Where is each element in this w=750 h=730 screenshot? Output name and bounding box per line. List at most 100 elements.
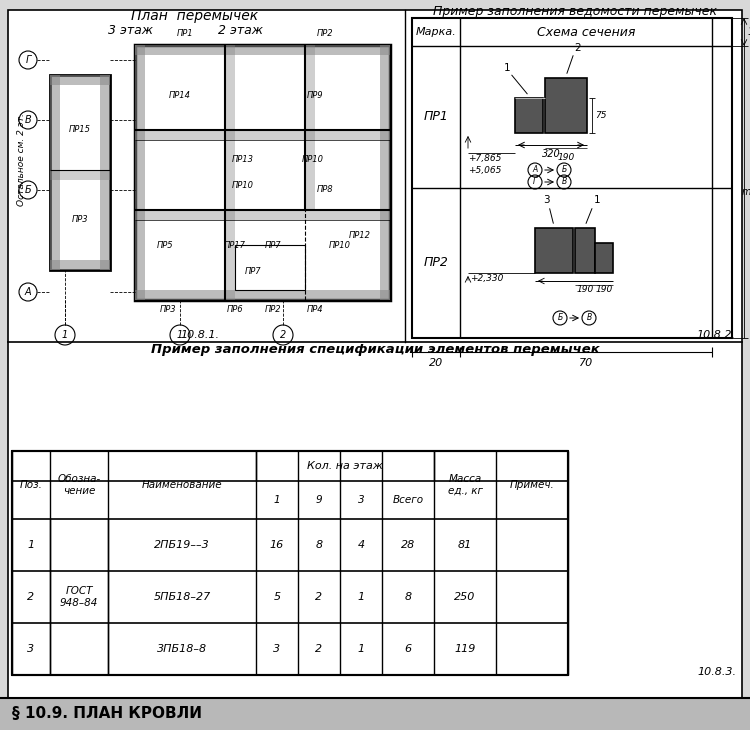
Bar	[135, 45, 390, 55]
Text: Пример заполнения спецификации элементов перемычек: Пример заполнения спецификации элементов…	[151, 344, 599, 356]
Text: План  перемычек: План перемычек	[131, 9, 259, 23]
Bar	[380, 45, 390, 300]
Text: 3: 3	[358, 495, 364, 505]
Text: ПР10: ПР10	[232, 180, 254, 190]
Bar	[135, 130, 390, 140]
Bar	[0, 698, 750, 730]
Text: Всего: Всего	[392, 495, 424, 505]
Text: 70: 70	[579, 358, 593, 368]
Text: +2,330: +2,330	[470, 274, 503, 283]
Text: В: В	[25, 115, 32, 125]
Bar	[50, 570, 107, 572]
Text: В: В	[561, 177, 567, 186]
Text: Б: Б	[557, 313, 562, 323]
Text: 2: 2	[316, 644, 322, 654]
Text: Г: Г	[26, 55, 31, 65]
Text: Б: Б	[25, 185, 32, 195]
Text: Обозна-
чение: Обозна- чение	[57, 474, 100, 496]
Bar	[515, 98, 543, 133]
Text: ПР13: ПР13	[232, 155, 254, 164]
Text: Г: Г	[532, 177, 537, 186]
Text: А: А	[532, 166, 538, 174]
Bar	[13, 480, 50, 482]
Text: 8: 8	[404, 592, 412, 602]
Bar	[135, 210, 390, 220]
Bar	[50, 170, 110, 180]
Text: +5,065: +5,065	[468, 166, 501, 174]
Text: ПР14: ПР14	[169, 91, 191, 99]
Text: 190: 190	[557, 153, 574, 161]
Text: 190: 190	[596, 285, 613, 294]
Text: 2ПБ19––3: 2ПБ19––3	[154, 540, 210, 550]
Bar	[535, 228, 573, 273]
Text: ПР15: ПР15	[69, 126, 91, 134]
Bar	[50, 260, 110, 270]
Bar	[100, 75, 110, 270]
Bar	[50, 622, 107, 623]
Bar	[434, 480, 496, 482]
Text: 2 этаж: 2 этаж	[217, 23, 262, 36]
Text: ГОСТ
948–84: ГОСТ 948–84	[60, 586, 98, 608]
Bar	[50, 75, 110, 270]
Text: ПР6: ПР6	[226, 305, 243, 315]
Text: 3: 3	[274, 644, 280, 654]
Text: 2: 2	[316, 592, 322, 602]
Text: ПР2: ПР2	[316, 28, 333, 37]
Text: 10.8.1.: 10.8.1.	[181, 330, 220, 340]
Bar	[412, 18, 732, 338]
Text: ПР9: ПР9	[307, 91, 323, 99]
Bar	[50, 75, 110, 85]
Text: ПР1: ПР1	[177, 28, 194, 37]
Text: ПР8: ПР8	[316, 185, 333, 194]
Text: А: А	[25, 287, 32, 297]
Text: Примеч.: Примеч.	[510, 480, 554, 490]
Text: 10.8.2.: 10.8.2.	[696, 330, 735, 340]
Text: 5ПБ18–27: 5ПБ18–27	[153, 592, 211, 602]
Text: ПР12: ПР12	[349, 231, 371, 239]
Text: 320: 320	[542, 149, 560, 159]
Bar	[135, 45, 145, 300]
Text: Пример заполнения ведомости перемычек: Пример заполнения ведомости перемычек	[433, 6, 717, 18]
Text: min 8: min 8	[742, 187, 750, 197]
Bar	[135, 290, 390, 300]
Text: 1: 1	[274, 495, 280, 505]
Text: 1: 1	[28, 540, 34, 550]
Bar	[545, 78, 587, 133]
Text: 10.8.3.: 10.8.3.	[697, 667, 736, 677]
Text: Кол. на этаж: Кол. на этаж	[307, 461, 383, 471]
Text: 81: 81	[458, 540, 472, 550]
Text: 190: 190	[576, 285, 594, 294]
Text: 1: 1	[358, 644, 364, 654]
Bar	[305, 45, 315, 210]
Text: 16: 16	[270, 540, 284, 550]
Bar	[12, 451, 568, 675]
Text: 119: 119	[454, 644, 476, 654]
Text: § 10.9. ПЛАН КРОВЛИ: § 10.9. ПЛАН КРОВЛИ	[12, 707, 202, 721]
Bar	[135, 45, 390, 300]
Text: Остальное см. 2 эт.: Остальное см. 2 эт.	[17, 114, 26, 207]
Text: ПР10: ПР10	[302, 155, 324, 164]
Text: 2: 2	[280, 330, 286, 340]
Bar	[50, 480, 107, 482]
Text: ПР2: ПР2	[424, 256, 448, 269]
Text: ПР3: ПР3	[160, 305, 176, 315]
Text: ПР1: ПР1	[424, 110, 448, 123]
Text: +7,865: +7,865	[468, 153, 501, 163]
Text: 2: 2	[28, 592, 34, 602]
Text: 1: 1	[177, 330, 183, 340]
Text: 3 этаж: 3 этаж	[107, 23, 152, 36]
Bar	[595, 243, 613, 273]
Text: 250: 250	[454, 592, 476, 602]
Text: 1: 1	[358, 592, 364, 602]
Text: 8: 8	[316, 540, 322, 550]
Bar	[235, 245, 305, 290]
Text: 75: 75	[596, 111, 607, 120]
Text: 1: 1	[504, 63, 510, 73]
Text: Марка.: Марка.	[416, 27, 456, 37]
Bar	[575, 228, 595, 273]
Text: ПР10: ПР10	[329, 240, 351, 250]
Text: В: В	[586, 313, 592, 323]
Text: Б: Б	[561, 166, 567, 174]
Text: 1: 1	[62, 330, 68, 340]
Text: 9: 9	[316, 495, 322, 505]
